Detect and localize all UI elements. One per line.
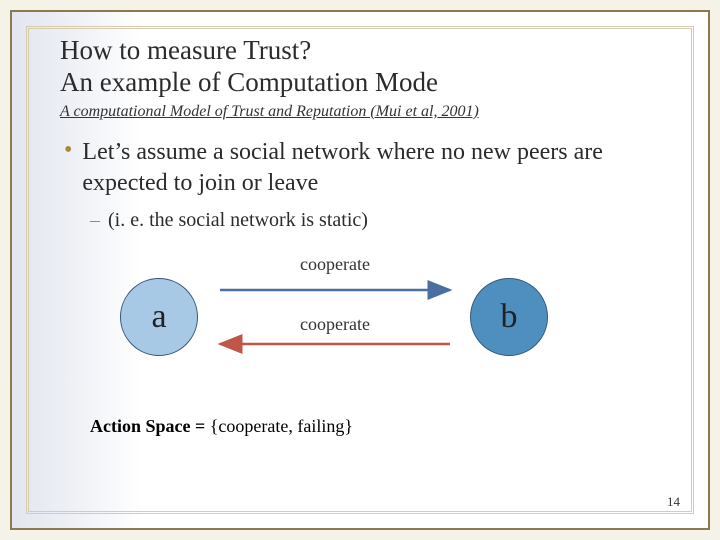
- dash-text: (i. e. the social network is static): [108, 209, 368, 232]
- node-b-label: b: [501, 298, 518, 336]
- subtitle-citation: A computational Model of Trust and Reput…: [60, 103, 680, 121]
- bullet-dot-icon: •: [64, 137, 72, 163]
- title-line-2: An example of Computation Mode: [60, 66, 680, 98]
- node-a-label: a: [151, 298, 166, 336]
- action-space-line: Action Space = {cooperate, failing}: [90, 416, 680, 437]
- network-diagram: a b cooperate: [100, 248, 600, 398]
- node-b: b: [470, 278, 548, 356]
- page-number: 14: [667, 494, 680, 510]
- node-a: a: [120, 278, 198, 356]
- bullet-item: • Let’s assume a social network where no…: [64, 137, 680, 199]
- title-line-1: How to measure Trust?: [60, 34, 680, 66]
- action-space-lead: Action Space =: [90, 416, 210, 436]
- edge-label-bottom: cooperate: [210, 314, 460, 335]
- slide-content: How to measure Trust? An example of Comp…: [60, 34, 680, 500]
- action-space-set: {cooperate, failing}: [210, 416, 353, 436]
- title-block: How to measure Trust? An example of Comp…: [60, 34, 680, 99]
- arrow-region: cooperate cooperate: [210, 248, 460, 398]
- bullet-text: Let’s assume a social network where no n…: [82, 137, 680, 199]
- dash-mark-icon: –: [90, 209, 100, 232]
- dash-subitem: – (i. e. the social network is static): [90, 209, 680, 232]
- slide-outer-frame: How to measure Trust? An example of Comp…: [10, 10, 710, 530]
